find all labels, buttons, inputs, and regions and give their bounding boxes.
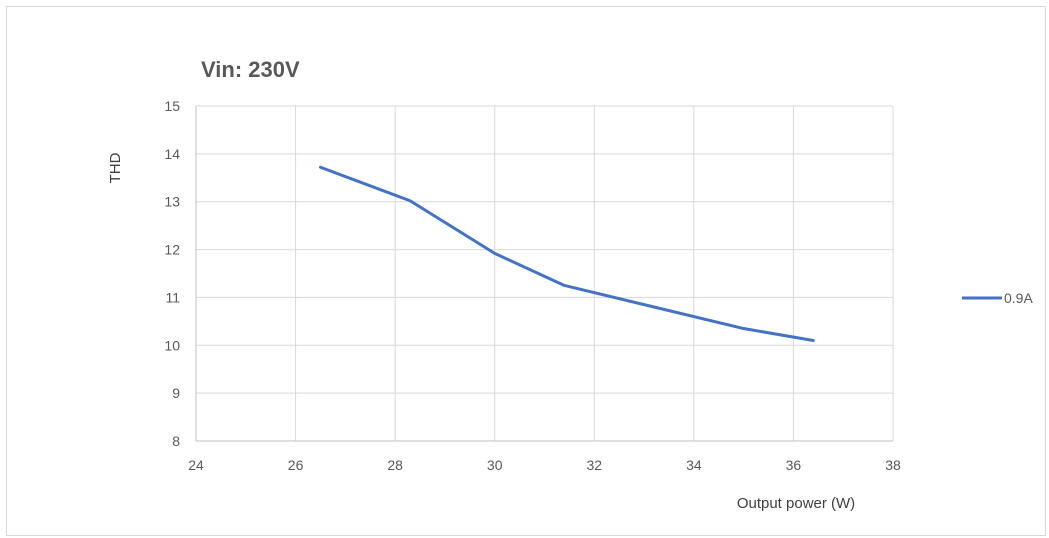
x-tick-label: 36 [786, 457, 802, 473]
x-tick-label: 24 [188, 457, 204, 473]
y-tick-label: 14 [164, 146, 180, 162]
x-tick-label: 32 [586, 457, 602, 473]
chart-title: Vin: 230V [201, 57, 300, 82]
chart-frame [6, 6, 1046, 536]
x-tick-label: 38 [885, 457, 901, 473]
y-tick-label: 10 [164, 337, 180, 353]
y-tick-label: 15 [164, 98, 180, 114]
y-tick-label: 9 [172, 385, 180, 401]
legend-label: 0.9A [1004, 290, 1033, 306]
y-tick-label: 12 [164, 242, 180, 258]
y-axis-title: THD [107, 152, 124, 183]
axes [195, 106, 893, 442]
y-tick-label: 11 [165, 289, 180, 305]
legend: 0.9A [962, 290, 1033, 306]
y-tick-label: 13 [164, 194, 180, 210]
x-tick-label: 28 [387, 457, 403, 473]
y-tick-label: 8 [172, 433, 180, 449]
x-tick-label: 26 [288, 457, 304, 473]
x-tick-label: 30 [487, 457, 503, 473]
x-tick-labels: 24 26 28 30 32 34 36 38 [188, 457, 901, 473]
gridlines [195, 105, 894, 442]
x-axis-title: Output power (W) [737, 495, 855, 512]
y-tick-labels: 8 9 10 11 12 13 14 15 [164, 98, 180, 449]
series-line [318, 165, 815, 342]
x-tick-label: 34 [686, 457, 702, 473]
series-group [318, 165, 815, 342]
